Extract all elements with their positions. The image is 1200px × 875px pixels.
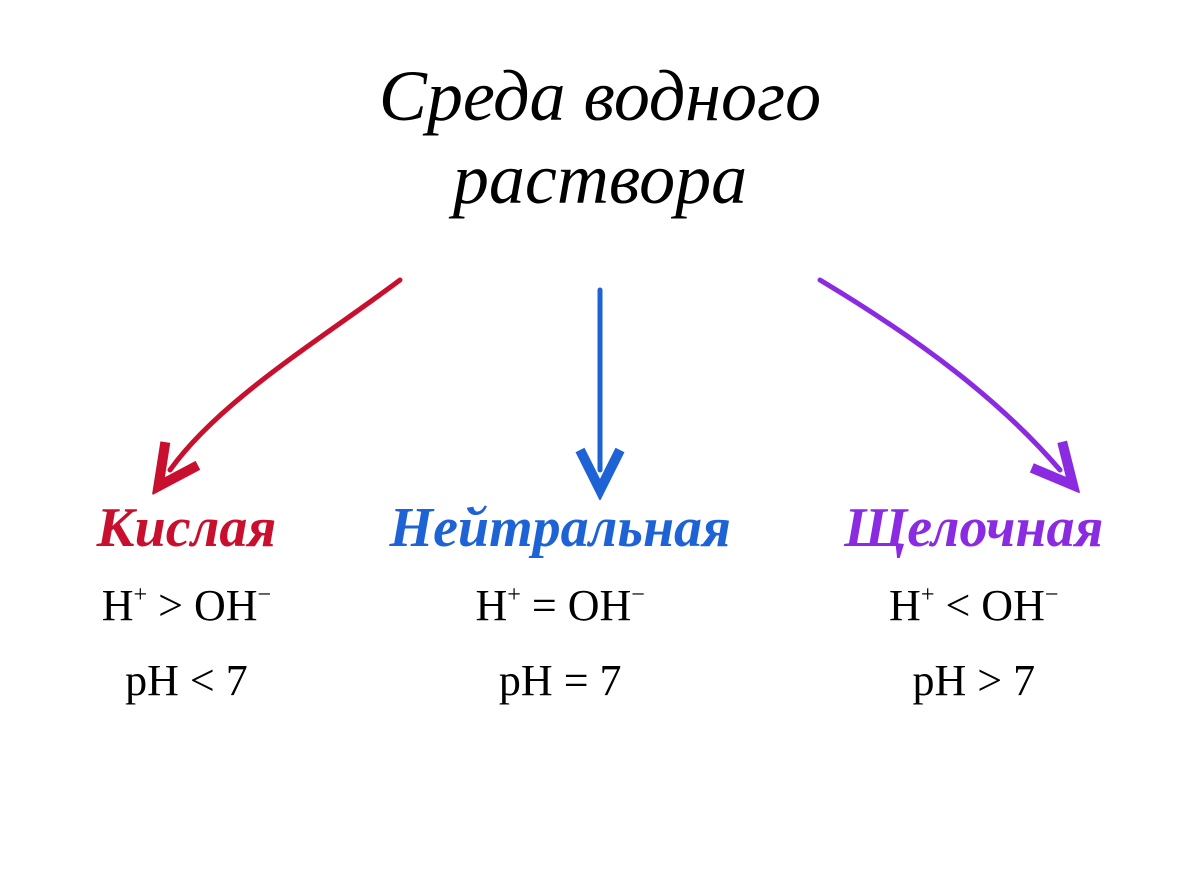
ph-label: pH [499, 656, 553, 705]
ion-left: H+ [102, 581, 147, 630]
ion-op: = [532, 581, 557, 630]
ph-relation-alkaline: pH > 7 [912, 655, 1035, 706]
ph-op: > [977, 656, 1002, 705]
arrow-left [170, 280, 400, 470]
title-line-1: Среда водного [379, 56, 821, 136]
title-line-2: раствора [453, 139, 747, 219]
ion-op: < [945, 581, 970, 630]
ph-value: 7 [1013, 656, 1035, 705]
ph-relation-neutral: pH = 7 [499, 655, 622, 706]
ph-op: = [564, 656, 589, 705]
branches-row: Кислая H+ > OH− pH < 7 Нейтральная H+ = … [0, 500, 1200, 706]
ion-relation-acidic: H+ > OH− [102, 580, 271, 631]
branch-title-neutral: Нейтральная [390, 500, 731, 556]
ion-left: H+ [475, 581, 520, 630]
ph-label: pH [912, 656, 966, 705]
branch-acidic: Кислая H+ > OH− pH < 7 [97, 500, 277, 706]
ion-right: OH− [981, 581, 1058, 630]
branch-neutral: Нейтральная H+ = OH− pH = 7 [390, 500, 731, 706]
ion-right: OH− [568, 581, 645, 630]
ph-label: pH [125, 656, 179, 705]
branch-title-acidic: Кислая [97, 500, 277, 556]
ion-relation-neutral: H+ = OH− [475, 580, 644, 631]
branch-alkaline: Щелочная H+ < OH− pH > 7 [844, 500, 1103, 706]
ion-op: > [158, 581, 183, 630]
ph-op: < [190, 656, 215, 705]
ph-value: 7 [600, 656, 622, 705]
ion-relation-alkaline: H+ < OH− [889, 580, 1058, 631]
ion-left: H+ [889, 581, 934, 630]
ph-value: 7 [226, 656, 248, 705]
branch-title-alkaline: Щелочная [844, 500, 1103, 556]
diagram-title: Среда водного раствора [379, 55, 821, 221]
ph-relation-acidic: pH < 7 [125, 655, 248, 706]
ion-right: OH− [194, 581, 271, 630]
arrow-right [820, 280, 1060, 470]
